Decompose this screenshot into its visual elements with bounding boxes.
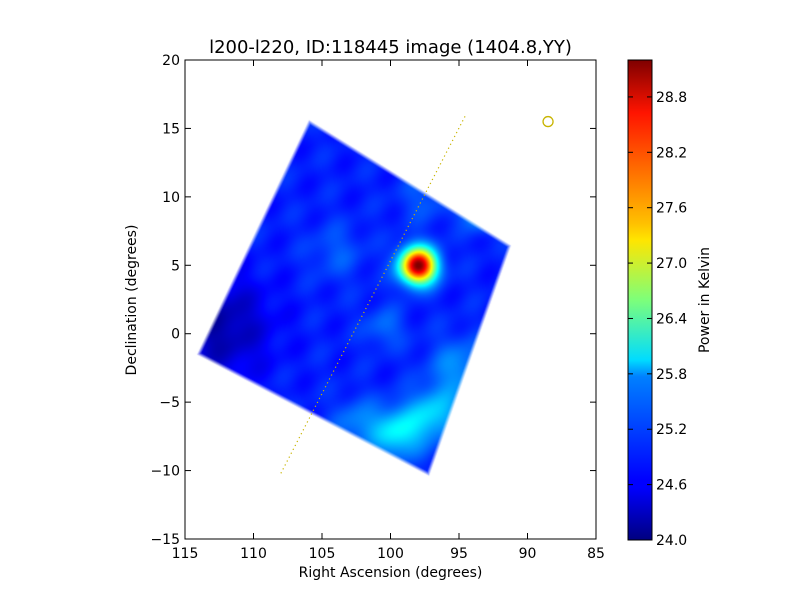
x-tick-label: 105 — [309, 546, 336, 562]
y-tick-label: −5 — [159, 395, 180, 411]
x-axis-ticks: 115 110 105 100 95 90 85 — [172, 60, 605, 562]
y-tick-label: 20 — [162, 53, 180, 69]
x-tick-label: 110 — [240, 546, 267, 562]
y-tick-label: −15 — [150, 532, 180, 548]
x-tick-label: 95 — [450, 546, 468, 562]
source-marker-circle — [542, 115, 554, 128]
y-tick-label: 10 — [162, 190, 180, 206]
y-tick-label: 0 — [171, 327, 180, 343]
x-tick-label: 115 — [172, 546, 199, 562]
source-marker-circle-shape — [542, 115, 554, 128]
y-tick-label: 5 — [171, 258, 180, 274]
colorbar-tick-label: 27.0 — [656, 256, 687, 272]
colorbar-tick-label: 27.6 — [656, 201, 687, 217]
colorbar — [627, 59, 653, 541]
chart-title: l200-l220, ID:118445 image (1404.8,YY) — [209, 37, 572, 58]
x-axis-label: Right Ascension (degrees) — [299, 565, 483, 581]
x-tick-label: 90 — [519, 546, 537, 562]
y-axis-ticks: 20 15 10 5 0 −5 −10 −15 — [150, 53, 596, 548]
colorbar-tick-label: 28.2 — [656, 145, 687, 161]
colorbar-label: Power in Kelvin — [697, 247, 713, 353]
colorbar-tick-label: 25.2 — [656, 422, 687, 438]
colorbar-tick-label: 25.8 — [656, 367, 687, 383]
x-tick-label: 85 — [587, 546, 605, 562]
y-tick-label: 15 — [162, 121, 180, 137]
colorbar-ticks: 24.0 24.6 25.2 25.8 26.4 27.0 27.6 28.2 28.8 — [628, 90, 687, 549]
heatmap-image — [185, 60, 596, 539]
y-tick-label: −10 — [150, 464, 180, 480]
colorbar-tick-label: 24.0 — [656, 533, 687, 549]
colorbar-tick-label: 24.6 — [656, 478, 687, 494]
y-axis-label: Declination (degrees) — [124, 225, 140, 376]
colorbar-tick-label: 26.4 — [656, 311, 687, 327]
colorbar-tick-label: 28.8 — [656, 90, 687, 106]
x-tick-label: 100 — [377, 546, 404, 562]
